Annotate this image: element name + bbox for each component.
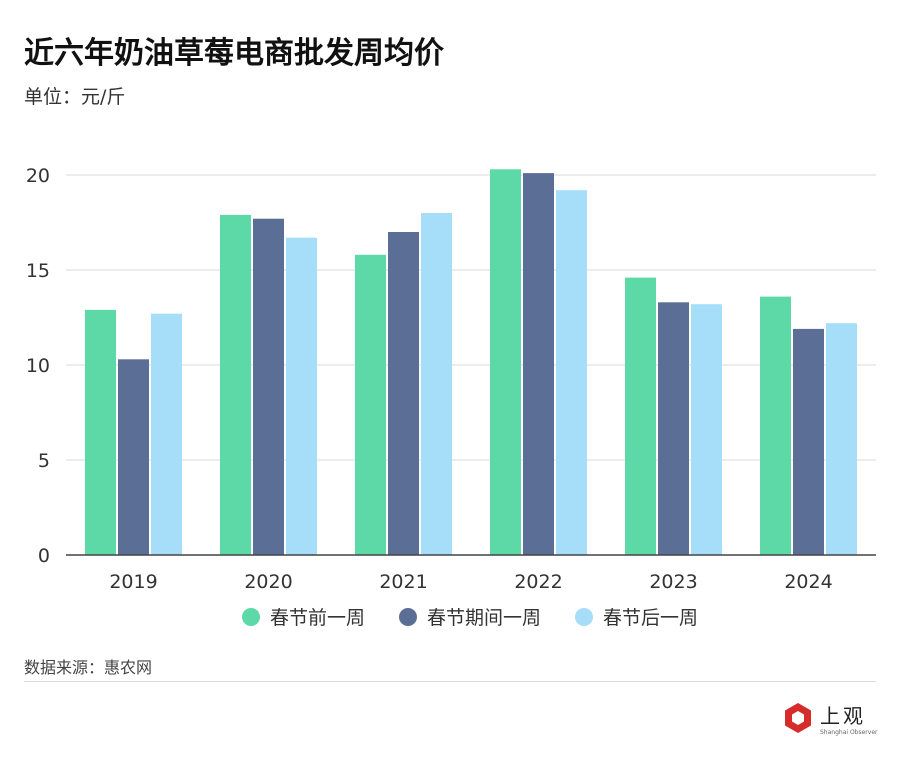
- x-tick-label: 2019: [109, 571, 157, 593]
- legend-item-before[interactable]: 春节前一周: [241, 603, 365, 630]
- bar: [658, 302, 689, 555]
- shanghai-observer-logo: 上观 Shanghai Observer: [782, 700, 877, 736]
- legend-item-during[interactable]: 春节期间一周: [398, 603, 541, 630]
- legend-swatch: [398, 607, 417, 626]
- bar: [118, 359, 149, 555]
- legend-label: 春节前一周: [269, 607, 365, 629]
- unit-label: 单位：元/斤: [24, 86, 126, 108]
- bar: [85, 309, 116, 555]
- bar: [220, 214, 251, 555]
- legend: 春节前一周 春节期间一周 春节后一周: [0, 603, 900, 630]
- bar: [490, 169, 521, 556]
- y-tick-label: 10: [26, 355, 50, 377]
- x-tick-label: 2022: [514, 571, 562, 593]
- bar: [151, 313, 182, 555]
- bar: [556, 190, 587, 555]
- bar: [421, 213, 452, 555]
- y-tick-label: 0: [38, 545, 50, 567]
- bar: [388, 232, 419, 555]
- legend-item-after[interactable]: 春节后一周: [575, 603, 698, 630]
- bar: [691, 304, 722, 555]
- source-note: 数据来源：惠农网: [24, 658, 153, 677]
- bar: [253, 218, 284, 555]
- x-tick-label: 2023: [649, 571, 697, 593]
- legend-label: 春节期间一周: [426, 607, 541, 629]
- legend-label: 春节后一周: [603, 607, 699, 629]
- divider: [24, 681, 876, 682]
- bar: [793, 328, 824, 555]
- legend-swatch: [241, 607, 260, 626]
- bar: [625, 277, 656, 555]
- bar: [355, 254, 386, 556]
- bar-chart: 0 5 10 15 20 2019 2020 2021 2022 2023 2024: [26, 165, 876, 593]
- x-tick-label: 2024: [784, 571, 832, 593]
- chart-title: 近六年奶油草莓电商批发周均价: [24, 36, 444, 71]
- bar: [523, 173, 554, 555]
- logo-icon: [785, 703, 811, 733]
- bar: [760, 296, 791, 555]
- bar: [286, 237, 317, 555]
- bar: [826, 323, 857, 555]
- logo-en: Shanghai Observer: [820, 729, 878, 736]
- x-tick-label: 2021: [379, 571, 427, 593]
- y-tick-label: 5: [38, 450, 50, 472]
- logo-cn: 上观: [820, 704, 866, 728]
- legend-swatch: [575, 607, 593, 626]
- x-tick-label: 2020: [244, 571, 292, 593]
- y-tick-label: 20: [26, 165, 50, 187]
- y-tick-label: 15: [26, 260, 50, 282]
